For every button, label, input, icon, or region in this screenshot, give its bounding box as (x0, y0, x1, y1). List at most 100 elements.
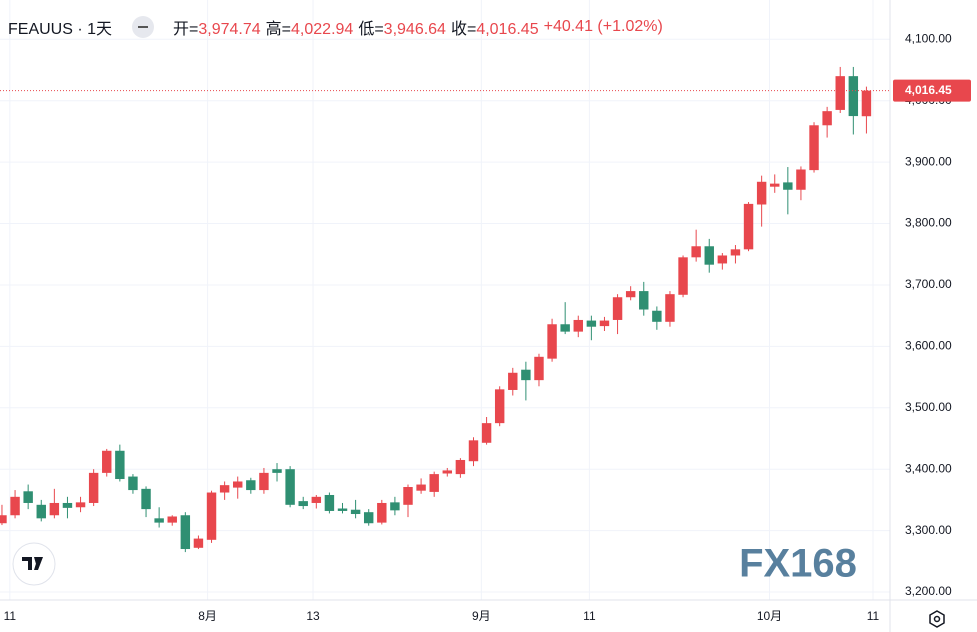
candle-body (861, 90, 872, 117)
candle-body (481, 423, 492, 443)
candle-body (272, 469, 282, 473)
y-tick-label: 3,800.00 (905, 216, 952, 230)
symbol: FEAUUS · 1天 (8, 21, 113, 38)
candle-body (494, 389, 505, 424)
candle-body (756, 181, 767, 205)
ohlc-items: 开=3,974.74 高=4,022.94 低=3,946.64 收=4,016.45 (168, 15, 539, 39)
candle-body (285, 469, 295, 505)
candle-body (586, 320, 597, 327)
candle-body (298, 501, 308, 507)
price-tag-label: 4,016.45 (905, 83, 952, 97)
ohlc-value: 4,022.94 (291, 21, 354, 38)
change: +40.41 (+1.02%) (543, 18, 663, 35)
candle-body (206, 492, 217, 540)
candle-body (783, 182, 793, 190)
candle-body (508, 372, 518, 390)
candle-body (259, 472, 269, 491)
candle-body (665, 294, 675, 322)
ohlc-key: 开= (173, 21, 199, 38)
candle-body (23, 491, 33, 503)
candle-body (809, 125, 819, 171)
x-tick-label: 9月 (472, 609, 491, 623)
candle-body (442, 470, 453, 474)
x-tick-label: 13 (306, 609, 320, 623)
candle-body (10, 496, 20, 516)
legend-header: FEAUUS · 1天 开=3,974.74 高=4,022.94 低=3,946.… (8, 15, 663, 39)
candle-body (770, 183, 780, 187)
watermark: FX168 (739, 542, 857, 586)
candle-body (652, 310, 662, 322)
candle-body (154, 518, 164, 523)
y-tick-label: 3,400.00 (905, 461, 952, 475)
y-tick-label: 3,500.00 (905, 400, 952, 414)
candle-body (115, 450, 125, 480)
candle-body (717, 255, 728, 264)
ohlc-value: 3,946.64 (383, 21, 446, 38)
y-tick-label: 3,700.00 (905, 277, 952, 291)
y-tick-label: 3,900.00 (905, 154, 952, 168)
tv-logo (12, 542, 56, 586)
candle-body (363, 512, 374, 524)
candle-body (193, 538, 204, 548)
y-tick-label: 3,300.00 (905, 523, 952, 537)
candle-body (704, 246, 714, 265)
candle-body (62, 502, 73, 508)
ohlc-key: 高= (265, 21, 292, 38)
price-tag (893, 79, 971, 102)
x-tick-label: 11 (867, 609, 880, 623)
candle-body (796, 169, 806, 190)
y-tick-label: 3,200.00 (905, 584, 952, 598)
candle-body (246, 480, 256, 491)
candle-body (311, 496, 322, 503)
candle-body (560, 324, 570, 332)
y-tick-label: 3,600.00 (905, 339, 952, 353)
settings-icon[interactable] (929, 610, 945, 628)
candle-body (390, 502, 400, 511)
x-tick-label: 11 (4, 609, 17, 623)
candle-body (534, 356, 544, 381)
candle-body (403, 487, 413, 505)
candle-body (49, 502, 60, 516)
candle-body (377, 502, 387, 523)
candle-body (743, 203, 754, 250)
candle-body (848, 76, 859, 117)
ohlc-key: 低= (358, 21, 384, 38)
candle-body (691, 246, 701, 258)
candle-body (573, 319, 583, 332)
ohlc-value: 3,974.74 (198, 21, 261, 38)
candle-body (639, 291, 649, 310)
candle-body (167, 516, 177, 523)
candle-body (521, 369, 531, 381)
candle-body (350, 509, 361, 515)
candle-body (468, 440, 479, 462)
candle-body (835, 76, 845, 110)
candle-body (429, 474, 439, 492)
candle-body (102, 450, 112, 473)
candle-body (180, 515, 191, 550)
candle-body (128, 476, 138, 491)
candle-body (88, 472, 99, 503)
toggle-icon[interactable] (132, 16, 155, 38)
candle-body (75, 502, 86, 508)
y-tick-label: 4,100.00 (905, 31, 952, 45)
candle-body (337, 508, 348, 511)
candle-body (612, 297, 623, 320)
ohlc-value: 4,016.45 (476, 21, 539, 38)
candle-body (678, 257, 688, 295)
candle-body (233, 481, 243, 488)
x-tick-label: 8月 (198, 609, 217, 623)
candle-body (219, 485, 230, 493)
candle-body (324, 494, 335, 511)
ohlc-key: 收= (450, 21, 477, 38)
candle-body (416, 484, 426, 491)
candle-body (36, 504, 46, 519)
candle-body (599, 320, 610, 327)
x-tick-label: 11 (583, 609, 596, 623)
candle-body (625, 291, 636, 298)
candle-body (822, 111, 832, 126)
candle-body (455, 459, 466, 475)
candle-body (547, 324, 557, 359)
